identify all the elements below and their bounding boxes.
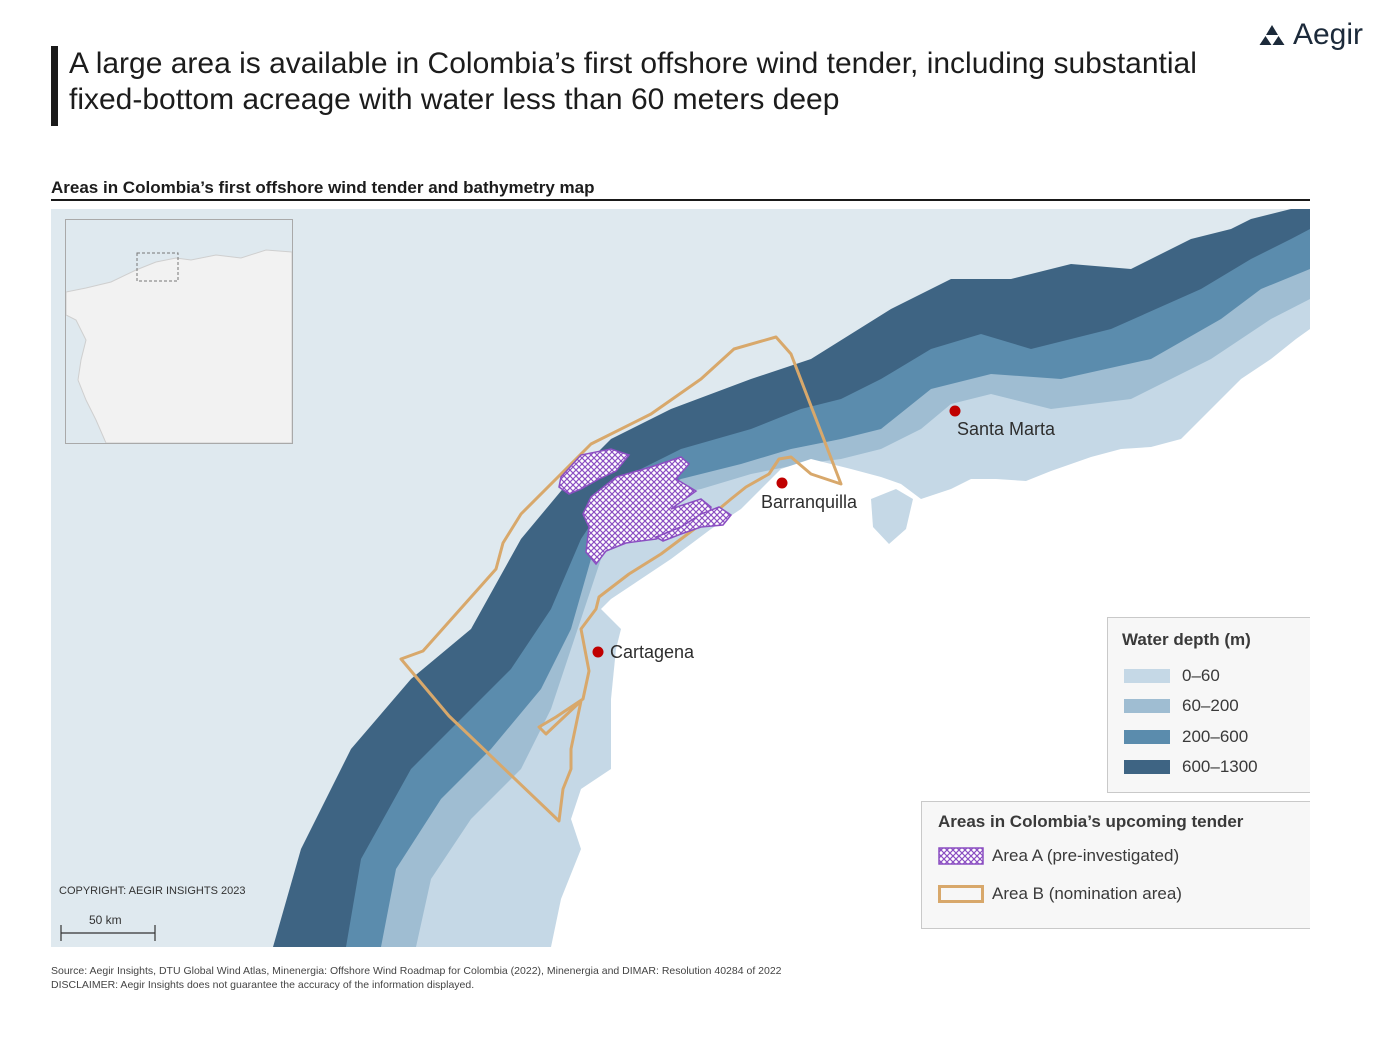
tender-areas-legend-title: Areas in Colombia’s upcoming tender [938, 812, 1244, 831]
subtitle-divider [51, 199, 1310, 201]
area-a-pre-investigated [558, 448, 631, 495]
legend-label-area-a: Area A (pre-investigated) [992, 846, 1180, 865]
city-label-cartagena: Cartagena [610, 642, 695, 662]
source-text: Source: Aegir Insights, DTU Global Wind … [51, 965, 782, 977]
map-canvas [51, 209, 1310, 947]
title-accent-bar [51, 46, 58, 126]
aegir-logo: Aegir [1259, 18, 1363, 52]
legend-swatch-600-1300 [1124, 760, 1170, 774]
legend-label-area-b: Area B (nomination area) [992, 884, 1182, 903]
scale-bar-label: 50 km [89, 913, 122, 927]
legend-swatch-0-60 [1124, 669, 1170, 683]
scale-bar: 50 km [61, 913, 155, 937]
map-subtitle: Areas in Colombia’s first offshore wind … [51, 178, 595, 197]
barranquilla-marker [776, 477, 788, 489]
legend-item-depth-60-200: 60–200 [1124, 696, 1239, 716]
locator-inset-map [65, 219, 293, 444]
city-label-barranquilla: Barranquilla [761, 492, 858, 512]
legend-swatch-200-600 [1124, 730, 1170, 744]
legend-label-0-60: 0–60 [1182, 666, 1220, 685]
city-label-santa-marta: Santa Marta [957, 419, 1056, 439]
brand-name: Aegir [1292, 18, 1363, 51]
map-copyright: COPYRIGHT: AEGIR INSIGHTS 2023 [59, 885, 246, 897]
legend-item-depth-0-60: 0–60 [1124, 666, 1220, 686]
legend-item-area-b: Area B (nomination area) [938, 884, 1182, 904]
area-a-pre-investigated [654, 506, 733, 542]
tender-areas-legend: Areas in Colombia’s upcoming tender Area… [921, 801, 1310, 929]
legend-swatch-area-a [938, 847, 984, 865]
cartagena-marker [592, 646, 604, 658]
legend-item-depth-200-600: 200–600 [1124, 727, 1248, 747]
legend-label-200-600: 200–600 [1182, 727, 1249, 746]
bathymetry-map: Santa Marta Barranquilla Cartagena COPYR… [51, 209, 1310, 947]
legend-item-area-a: Area A (pre-investigated) [938, 846, 1179, 866]
scale-bar-line [60, 925, 156, 941]
legend-swatch-60-200 [1124, 699, 1170, 713]
legend-label-600-1300: 600–1300 [1182, 757, 1258, 776]
cienaga-lagoon [871, 489, 913, 544]
source-footnote: Source: Aegir Insights, DTU Global Wind … [51, 964, 782, 992]
locator-inset-canvas [66, 249, 292, 443]
page-title: A large area is available in Colombia’s … [69, 47, 1197, 116]
water-depth-legend-title: Water depth (m) [1122, 630, 1251, 649]
inset-focus-rectangle [136, 252, 179, 282]
legend-item-depth-600-1300: 600–1300 [1124, 757, 1258, 777]
legend-label-60-200: 60–200 [1182, 696, 1239, 715]
disclaimer-text: DISCLAIMER: Aegir Insights does not guar… [51, 979, 475, 991]
water-depth-legend: Water depth (m) 0–60 60–200 200–600 600–… [1107, 617, 1310, 793]
inset-south-america-land [66, 249, 292, 443]
aegir-logo-icon [1259, 25, 1285, 45]
area-b-nomination-boundary [399, 335, 843, 823]
santa-marta-marker [949, 405, 961, 417]
legend-swatch-area-b [938, 885, 984, 903]
